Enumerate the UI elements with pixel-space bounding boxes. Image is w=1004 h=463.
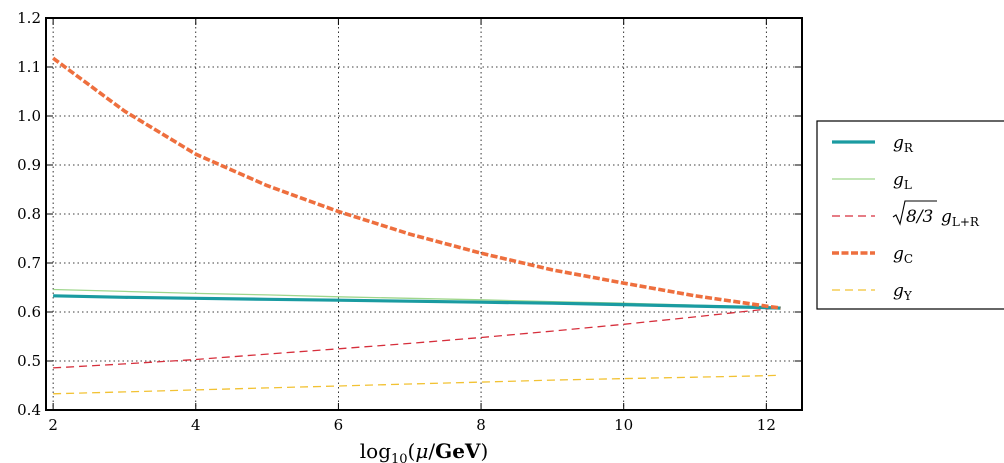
y-tick-label: 0.7 xyxy=(17,254,41,272)
y-tick-label: 1.1 xyxy=(17,58,41,76)
legend: gR gL 8/3 gL+R gC gY xyxy=(816,120,1004,310)
x-axis-title: log10(μ/GeV) xyxy=(360,439,489,463)
x-tick-label: 12 xyxy=(757,416,776,434)
y-tick-label: 0.4 xyxy=(17,401,41,419)
grid-layer xyxy=(46,17,802,411)
legend-sqrt-arg: 8/3 xyxy=(906,207,933,227)
y-tick-label: 0.6 xyxy=(17,303,41,321)
legend-frame xyxy=(816,120,1004,310)
legend-label: gL xyxy=(893,170,912,192)
x-tick-label: 6 xyxy=(334,416,344,434)
legend-label: gL+R xyxy=(941,207,980,229)
tick-layer: 2 4 6 8 10 12 0.4 0.5 0.6 0.7 0.8 0.9 1.0 1.1 1.2 xyxy=(17,9,802,434)
y-tick-label: 0.8 xyxy=(17,205,41,223)
legend-label: gR xyxy=(893,133,914,155)
x-tick-label: 10 xyxy=(614,416,633,434)
y-tick-label: 0.9 xyxy=(17,156,41,174)
x-tick-label: 2 xyxy=(48,416,58,434)
series-line-lr xyxy=(53,306,781,369)
series-line-c xyxy=(52,56,781,310)
x-tick-label: 8 xyxy=(476,416,486,434)
x-tick-label: 4 xyxy=(191,416,201,434)
sqrt-symbol xyxy=(892,200,937,226)
y-tick-label: 0.5 xyxy=(17,352,41,370)
y-tick-label: 1.2 xyxy=(17,9,41,27)
legend-label: gY xyxy=(893,281,913,303)
series-line-r xyxy=(53,294,781,310)
y-tick-label: 1.0 xyxy=(17,107,41,125)
series-line-y xyxy=(53,374,781,395)
legend-label: gC xyxy=(893,244,913,266)
series-layer xyxy=(52,56,781,395)
